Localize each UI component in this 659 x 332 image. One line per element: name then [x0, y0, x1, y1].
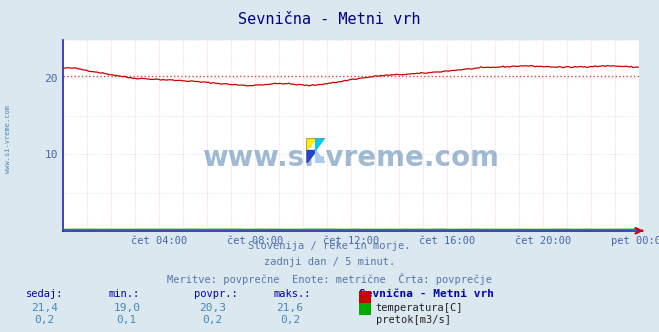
Text: 21,6: 21,6	[277, 303, 303, 313]
Text: 19,0: 19,0	[113, 303, 140, 313]
Text: Meritve: povprečne  Enote: metrične  Črta: povprečje: Meritve: povprečne Enote: metrične Črta:…	[167, 273, 492, 285]
Polygon shape	[306, 150, 316, 163]
Polygon shape	[316, 138, 325, 150]
Text: maks.:: maks.:	[273, 289, 311, 299]
Text: pretok[m3/s]: pretok[m3/s]	[376, 315, 451, 325]
Text: povpr.:: povpr.:	[194, 289, 238, 299]
Text: 0,1: 0,1	[117, 315, 137, 325]
Text: zadnji dan / 5 minut.: zadnji dan / 5 minut.	[264, 257, 395, 267]
Polygon shape	[306, 138, 316, 150]
Text: 20,3: 20,3	[199, 303, 226, 313]
Text: sedaj:: sedaj:	[26, 289, 64, 299]
Text: Sevnična - Metni vrh: Sevnična - Metni vrh	[239, 12, 420, 27]
Text: Sevnična - Metni vrh: Sevnična - Metni vrh	[359, 289, 494, 299]
Text: temperatura[C]: temperatura[C]	[376, 303, 463, 313]
Text: 0,2: 0,2	[280, 315, 300, 325]
Text: 0,2: 0,2	[34, 315, 55, 325]
Text: 0,2: 0,2	[202, 315, 223, 325]
Text: Slovenija / reke in morje.: Slovenija / reke in morje.	[248, 241, 411, 251]
Text: 21,4: 21,4	[31, 303, 58, 313]
Polygon shape	[316, 150, 325, 163]
Text: www.si-vreme.com: www.si-vreme.com	[5, 106, 11, 173]
Text: min.:: min.:	[109, 289, 140, 299]
Text: www.si-vreme.com: www.si-vreme.com	[202, 144, 500, 172]
